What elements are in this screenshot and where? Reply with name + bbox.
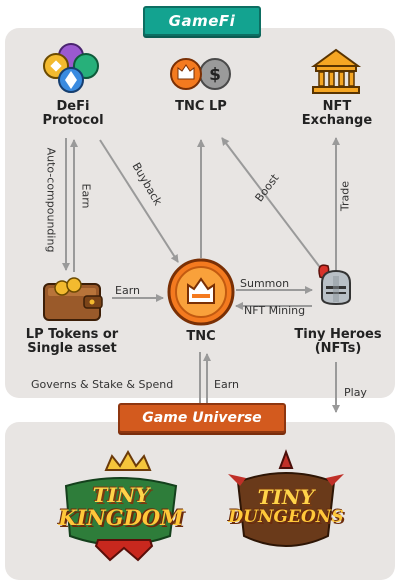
tnc-label: TNC (176, 330, 226, 344)
defi-protocol-text: DeFi Protocol (42, 99, 104, 128)
svg-text:$: $ (209, 65, 221, 85)
game-universe-title: Game Universe (142, 410, 262, 426)
arrow-boost (221, 137, 323, 271)
tiny-kingdom-logo[interactable]: TINY KINGDOM (58, 452, 184, 560)
tiny-heroes-text: Tiny Heroes (NFTs) (294, 327, 382, 356)
play-label: Play (344, 386, 367, 399)
lp-tokens-label: LP Tokens or Single asset (10, 328, 134, 356)
governs-stake-spend-label: Governs & Stake & Spend (31, 378, 174, 391)
nft-exchange-label: NFT Exchange (292, 100, 382, 128)
tiny-kingdom-word-1: TINY (92, 482, 150, 507)
arrow-buyback (99, 139, 179, 263)
tnc-lp-label: TNC LP (160, 100, 242, 114)
earn-tnc-label: Earn (115, 284, 140, 297)
tiny-heroes-label: Tiny Heroes (NFTs) (282, 328, 394, 356)
tnc-text: TNC (186, 329, 216, 344)
tiny-dungeons-word-1: TINY (257, 485, 315, 509)
tnc-lp-text: TNC LP (175, 99, 227, 114)
earn-game-label: Earn (214, 378, 239, 391)
lp-tokens-text: LP Tokens or Single asset (25, 327, 119, 356)
gamefi-banner: GameFi (143, 6, 261, 36)
defi-protocol-label: DeFi Protocol (28, 100, 118, 128)
gamefi-title: GameFi (168, 12, 236, 30)
tiny-dungeons-logo[interactable]: TINY DUNGEONS (228, 452, 344, 560)
nft-mining-label: NFT Mining (244, 304, 306, 317)
tiny-dungeons-word-2: DUNGEONS (228, 507, 344, 527)
nft-exchange-text: NFT Exchange (301, 99, 373, 128)
summon-label: Summon (240, 277, 290, 290)
tiny-kingdom-word-2: KINGDOM (58, 504, 184, 530)
game-universe-banner: Game Universe (118, 403, 286, 433)
